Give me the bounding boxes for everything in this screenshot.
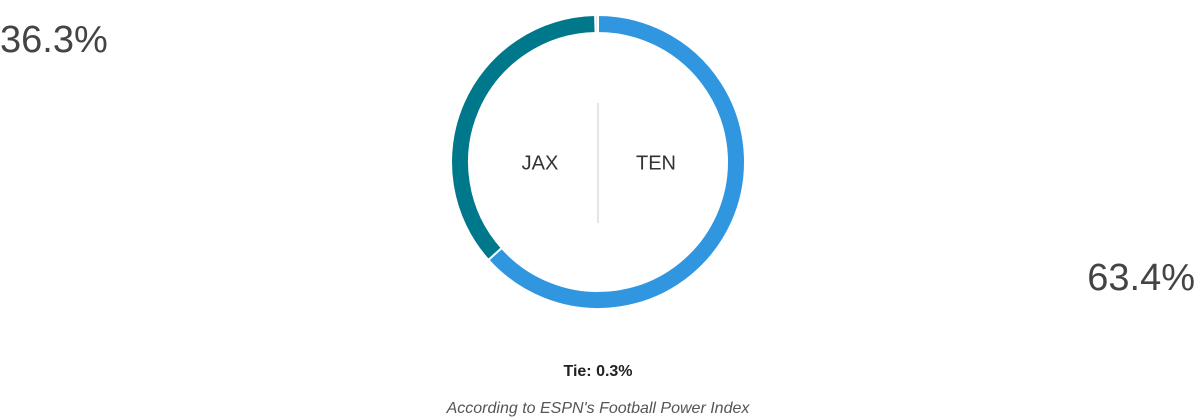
away-team: JAX <box>522 152 559 174</box>
donut <box>450 13 746 310</box>
footnote: According to ESPN's Football Power Index <box>446 400 751 417</box>
home-percent: 63.4% <box>1087 257 1195 299</box>
home-team: TEN <box>636 152 676 174</box>
tie-line: Tie: 0.3% <box>563 363 632 380</box>
tie-label: Tie: <box>563 363 591 380</box>
tie-percent: 0.3% <box>596 363 632 380</box>
donut-segment <box>594 13 599 35</box>
donut-segment <box>450 14 597 262</box>
away-percent: 36.3% <box>0 19 108 61</box>
